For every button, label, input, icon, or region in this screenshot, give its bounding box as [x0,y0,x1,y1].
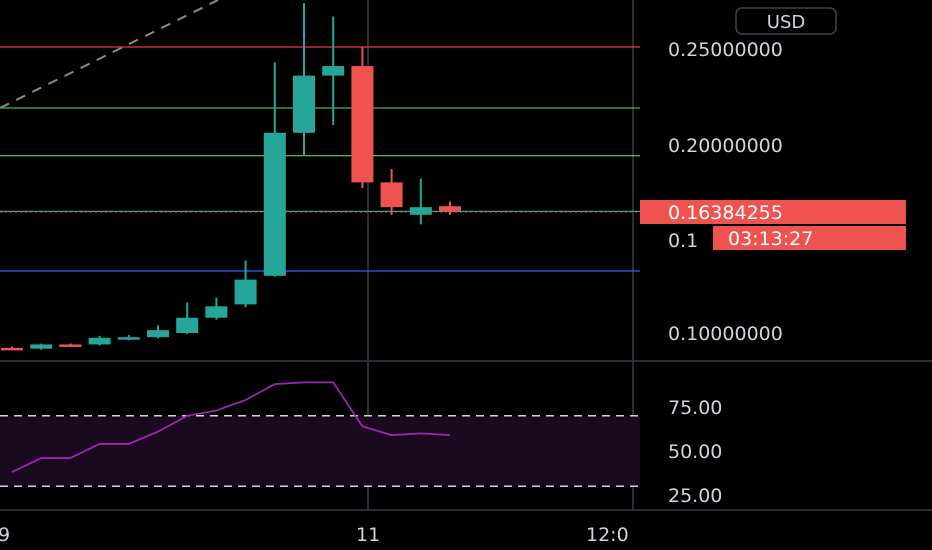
candle-body [322,66,345,76]
candle-body [205,306,228,318]
last-price-badge[interactable]: 0.16384255 [640,200,906,224]
price-axis[interactable]: 0.25000000 0.20000000 0.1 0.10000000 [668,39,783,345]
rsi-line [11,381,451,473]
last-price-badge-bg [640,200,906,224]
time-axis[interactable]: 9 11 12:0 [0,524,629,546]
candle [234,260,257,308]
candle [409,178,432,225]
candle [30,343,53,350]
rsi-tick-label: 25.00 [668,485,722,507]
candle [263,62,286,277]
rsi-tick-label: 75.00 [668,397,722,419]
candle-body [88,337,111,345]
candle-body [176,317,199,333]
time-tick-label: 12:0 [586,524,629,546]
horizontal-levels[interactable] [0,46,640,272]
countdown-badge-bg [713,226,906,250]
candle [1,346,23,351]
candle [59,343,82,347]
candle-body [30,344,53,349]
candle-body [117,337,140,340]
candle [205,297,228,320]
candle [147,325,169,339]
candle [293,3,315,156]
currency-button[interactable]: USD [735,7,837,35]
candle-body [439,206,461,212]
currency-button-frame [735,7,837,35]
candle [380,169,403,215]
candle [88,335,111,346]
candle-body [1,347,23,351]
candle-body [409,207,432,215]
last-price-label: 0.16384255 [668,202,783,224]
price-tick-label-partial: 0.1 [668,230,698,252]
candle-body [263,132,286,276]
candles [1,3,461,351]
time-tick-label: 11 [356,524,380,546]
candle [117,334,140,341]
candle [176,302,199,334]
candle-body [293,75,315,133]
price-tick-label: 0.25000000 [668,39,783,61]
time-tick-label: 9 [0,524,10,546]
candle-body [351,66,374,183]
candle-body [147,330,169,338]
countdown-badge: 03:13:27 [713,226,906,250]
rsi-band [0,415,640,487]
candle [439,201,461,215]
trend-line[interactable] [0,0,219,109]
rsi-pane [0,381,640,487]
candle-body [380,182,403,208]
price-tick-label: 0.20000000 [668,135,783,157]
candle-body [59,344,82,347]
candle [322,16,345,126]
countdown-label: 03:13:27 [728,228,813,250]
candle [351,47,374,189]
rsi-tick-label: 50.00 [668,441,722,463]
currency-button-label: USD [767,12,805,33]
price-tick-label: 0.10000000 [668,323,783,345]
rsi-axis: 75.00 50.00 25.00 [668,397,722,507]
candle-body [234,279,257,305]
